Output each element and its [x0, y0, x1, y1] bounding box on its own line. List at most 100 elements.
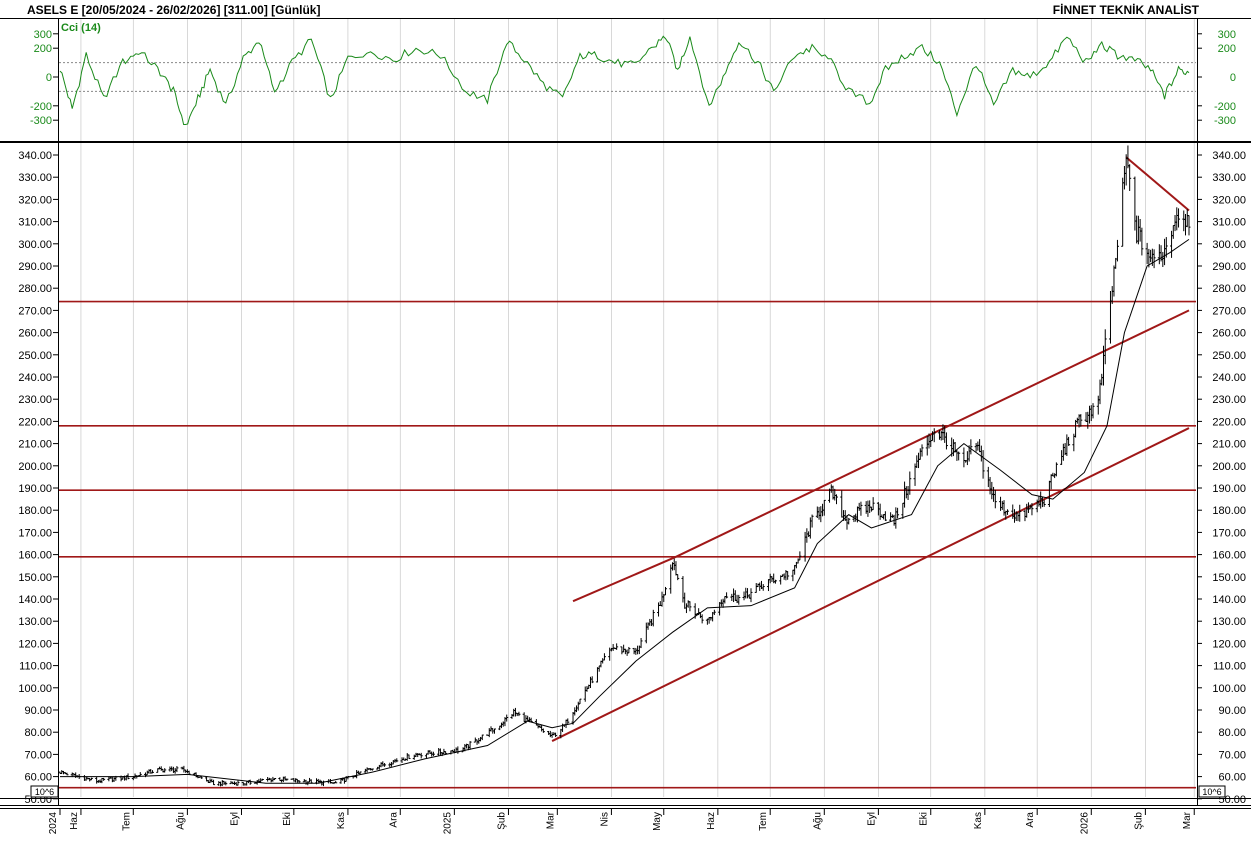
price-tick-label-left: 220.00: [18, 416, 52, 428]
price-tick-label-left: 250.00: [18, 350, 52, 362]
price-tick-label-right: 330.00: [1212, 172, 1246, 184]
price-tick-label-right: 80.00: [1218, 727, 1246, 739]
price-bar: [1103, 329, 1107, 365]
price-bar: [1091, 403, 1095, 419]
price-bar: [138, 772, 142, 777]
horizontal-levels: [59, 300, 1196, 789]
price-bar: [859, 501, 863, 516]
price-bar: [1067, 436, 1071, 446]
price-tick-label-right: 210.00: [1212, 439, 1246, 451]
price-bar: [492, 728, 496, 734]
price-tick-label-left: 60.00: [24, 772, 52, 784]
price-tick-label-right: 130.00: [1212, 616, 1246, 628]
price-bar: [224, 781, 228, 786]
price-tick-label-left: 270.00: [18, 305, 52, 317]
price-tick-label-left: 160.00: [18, 550, 52, 562]
price-tick-label-right: 310.00: [1212, 217, 1246, 229]
price-tick-label-right: 60.00: [1218, 772, 1246, 784]
price-tick-label-left: 110.00: [19, 661, 52, 673]
price-tick-label-right: 170.00: [1212, 527, 1246, 539]
cci-tick-label-right: 0: [1230, 72, 1236, 84]
price-bar: [468, 741, 472, 750]
cci-tick-label-left: -300: [30, 115, 52, 127]
price-bar: [541, 728, 545, 733]
price-tick-label-left: 260.00: [18, 328, 52, 340]
price-bar: [664, 586, 668, 596]
time-tick-label: Ara: [388, 812, 399, 828]
price-bar: [896, 507, 900, 519]
price-bar: [676, 574, 680, 581]
price-tick-label-left: 180.00: [18, 505, 52, 517]
price-bar: [260, 778, 264, 781]
price-bar: [419, 752, 423, 759]
cci-series: [59, 35, 1190, 125]
time-tick-label: Şub: [496, 812, 507, 830]
time-tick-label: Kas: [336, 812, 347, 829]
time-tick-label: Eyl: [229, 812, 240, 826]
price-tick-label-right: 320.00: [1212, 194, 1246, 206]
price-bar: [822, 499, 826, 516]
price-bar: [358, 771, 362, 775]
price-bar: [773, 579, 777, 584]
volume-marker-left-box: [30, 785, 59, 798]
cci-tick-label-left: 0: [46, 72, 52, 84]
price-bar: [566, 718, 570, 725]
price-bar: [993, 489, 997, 509]
time-tick-label: Nis: [599, 812, 610, 826]
price-axis-left: 340.00 330.00 320.00 310.00 300.00 290.00 280.…: [18, 150, 58, 806]
time-tick-label: Eki: [282, 812, 293, 826]
price-tick-label-right: 150.00: [1212, 572, 1246, 584]
time-tick-label: Haz: [706, 812, 717, 830]
price-tick-label-right: 70.00: [1218, 749, 1246, 761]
price-tick-label-left: 80.00: [24, 727, 52, 739]
price-tick-label-left: 170.00: [18, 527, 52, 539]
moving-average-line: [60, 238, 1190, 784]
price-bar: [871, 497, 875, 511]
time-tick-label: 2025: [442, 812, 453, 835]
time-tick-label: Şub: [1133, 812, 1144, 830]
cci-tick-label-right: -200: [1214, 101, 1236, 113]
price-bar: [1140, 227, 1144, 256]
price-bar: [1042, 499, 1046, 507]
price-bar: [835, 494, 839, 505]
price-bar: [908, 471, 912, 495]
price-tick-label-left: 300.00: [18, 239, 52, 251]
price-tick-label-left: 90.00: [24, 705, 52, 717]
price-tick-label-left: 120.00: [18, 638, 52, 650]
volume-marker-right-box: [1198, 785, 1226, 798]
price-bar: [969, 439, 973, 455]
price-bar: [1079, 414, 1083, 427]
price-bar: [651, 609, 655, 627]
time-tick-label: Haz: [69, 812, 80, 830]
time-tick-label: Mar: [1182, 811, 1193, 829]
price-bar: [248, 779, 252, 785]
price-bar: [236, 780, 240, 786]
price-tick-label-left: 200.00: [18, 461, 52, 473]
volume-marker-right: 10^6: [1202, 787, 1221, 797]
price-bar: [89, 777, 93, 781]
price-bar: [578, 698, 582, 705]
vertical-grid: [80, 19, 1195, 797]
time-tick-label: Kas: [973, 812, 984, 829]
price-tick-label-left: 100.00: [18, 683, 52, 695]
price-bar: [1115, 239, 1119, 262]
price-bar: [65, 772, 69, 776]
price-bar: [590, 676, 594, 684]
price-bar: [725, 592, 729, 599]
time-tick-label: Mar: [545, 811, 556, 829]
price-bar: [370, 768, 374, 771]
price-bar: [920, 444, 924, 457]
time-tick-label: 2026: [1079, 812, 1090, 835]
price-tick-label-right: 110.00: [1213, 661, 1246, 673]
price-bar: [102, 777, 106, 781]
price-tick-label-right: 280.00: [1212, 283, 1246, 295]
price-bar: [1187, 215, 1191, 236]
price-tick-label-right: 290.00: [1212, 261, 1246, 273]
price-bar: [150, 770, 154, 774]
cci-axis-right: 300 200 0 -200 -300: [1197, 29, 1236, 127]
cci-line: [59, 35, 1190, 125]
price-bar: [1152, 249, 1156, 269]
time-tick-label: Tem: [758, 812, 769, 831]
price-bar: [847, 517, 851, 525]
